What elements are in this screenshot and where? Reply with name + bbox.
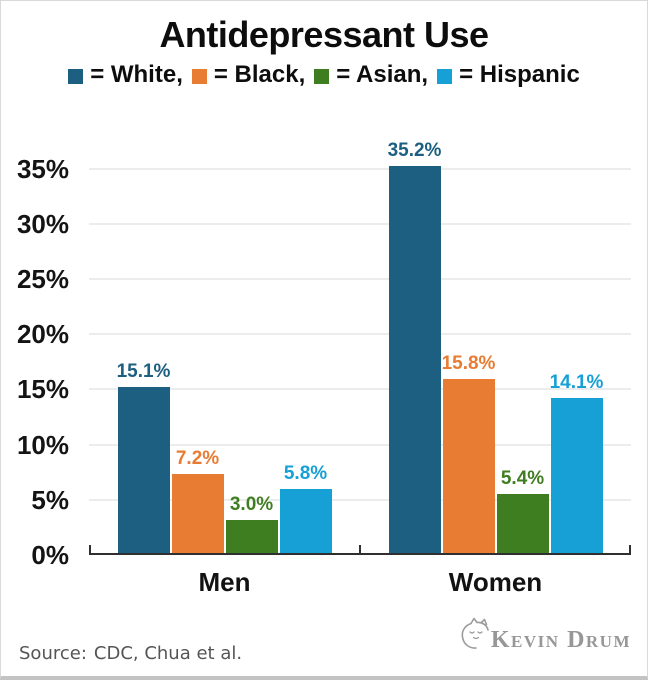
gridline [89, 443, 631, 446]
legend: = White, = Black, = Asian, = Hispanic [1, 59, 647, 91]
bar-column-white-men: 15.1% [116, 129, 171, 553]
footer: Source: CDC, Chua et al. Kevin Drum [19, 617, 631, 664]
bar-group-men: 15.1% 7.2% 3.0% 5.8% [89, 129, 360, 553]
bar-value-label: 3.0% [229, 494, 274, 516]
legend-item-hispanic: = Hispanic [437, 59, 580, 91]
logo-text: Kevin Drum [490, 627, 631, 653]
gridline [89, 498, 631, 501]
axis-tick-left [89, 545, 91, 555]
bar-asian-women [496, 493, 549, 553]
bar-column-black-men: 7.2% [171, 129, 224, 553]
gridline [89, 222, 631, 225]
y-tick-label: 30% [16, 208, 69, 239]
bar-value-label: 14.1% [549, 372, 604, 394]
chart-area: 0% 5% 10% 15% 20% 25% 30% 35% 15.1% 7.2% 3.0% 5.8%… [1, 123, 647, 601]
bar-value-label: 15.8% [441, 353, 496, 375]
y-tick-label: 0% [31, 540, 69, 570]
legend-swatch-hispanic [437, 68, 453, 84]
source-note: Source: CDC, Chua et al. [19, 643, 242, 664]
x-axis-labels: Men Women [89, 567, 631, 598]
bar-value-label: 7.2% [175, 447, 220, 469]
category-label-women: Women [448, 567, 543, 597]
y-tick-label: 5% [31, 484, 69, 515]
source-label: Source: [19, 643, 87, 664]
y-tick-label: 15% [16, 374, 69, 405]
plot-area: 15.1% 7.2% 3.0% 5.8% 35.2% 15.8% 5.4% 14.1% [89, 129, 631, 555]
gridline [89, 167, 631, 170]
source-text: CDC, Chua et al. [93, 643, 243, 664]
cat-icon [457, 617, 497, 662]
bar-hispanic-women [550, 398, 603, 553]
legend-item-asian: = Asian, [314, 59, 428, 91]
bar-black-women [442, 379, 495, 553]
legend-label: = Asian, [336, 61, 429, 88]
legend-swatch-asian [314, 68, 330, 84]
legend-label: = Hispanic [459, 61, 580, 88]
bar-white-men [117, 387, 170, 553]
gridline [89, 278, 631, 281]
axis-tick-right [629, 545, 631, 555]
bar-column-hispanic-men: 5.8% [279, 129, 332, 553]
chart-header: Antidepressant Use = White, = Black, = Asi… [1, 1, 647, 91]
y-tick-label: 10% [16, 429, 69, 460]
kevin-drum-logo: Kevin Drum [457, 617, 631, 664]
bar-black-men [171, 473, 224, 553]
y-tick-label: 25% [16, 264, 69, 295]
bar-value-label: 15.1% [116, 361, 171, 383]
bar-column-white-women: 35.2% [387, 129, 442, 553]
legend-swatch-white [68, 68, 84, 84]
legend-label: = Black, [213, 61, 306, 88]
bar-column-asian-women: 5.4% [496, 129, 549, 553]
bar-column-asian-men: 3.0% [225, 129, 278, 553]
bar-value-label: 5.8% [283, 463, 328, 485]
axis-tick-middle [359, 545, 361, 555]
bar-white-women [388, 166, 441, 553]
chart-title: Antidepressant Use [159, 14, 489, 55]
bar-asian-men [225, 520, 278, 553]
bar-column-black-women: 15.8% [441, 129, 496, 553]
bar-hispanic-men [279, 489, 332, 553]
gridline [89, 388, 631, 391]
legend-swatch-black [191, 68, 207, 84]
legend-item-black: = Black, [191, 59, 306, 91]
bar-column-hispanic-women: 14.1% [549, 129, 604, 553]
legend-item-white: = White, [68, 59, 183, 91]
y-tick-label: 35% [16, 153, 69, 184]
bar-value-label: 5.4% [500, 467, 545, 489]
bar-value-label: 35.2% [387, 140, 442, 162]
legend-label: = White, [90, 61, 183, 88]
gridline [89, 333, 631, 336]
bar-group-women: 35.2% 15.8% 5.4% 14.1% [360, 129, 631, 553]
y-tick-label: 20% [16, 319, 69, 350]
y-axis-labels: 0% 5% 10% 15% 20% 25% 30% 35% [1, 129, 81, 568]
category-label-men: Men [198, 567, 251, 597]
